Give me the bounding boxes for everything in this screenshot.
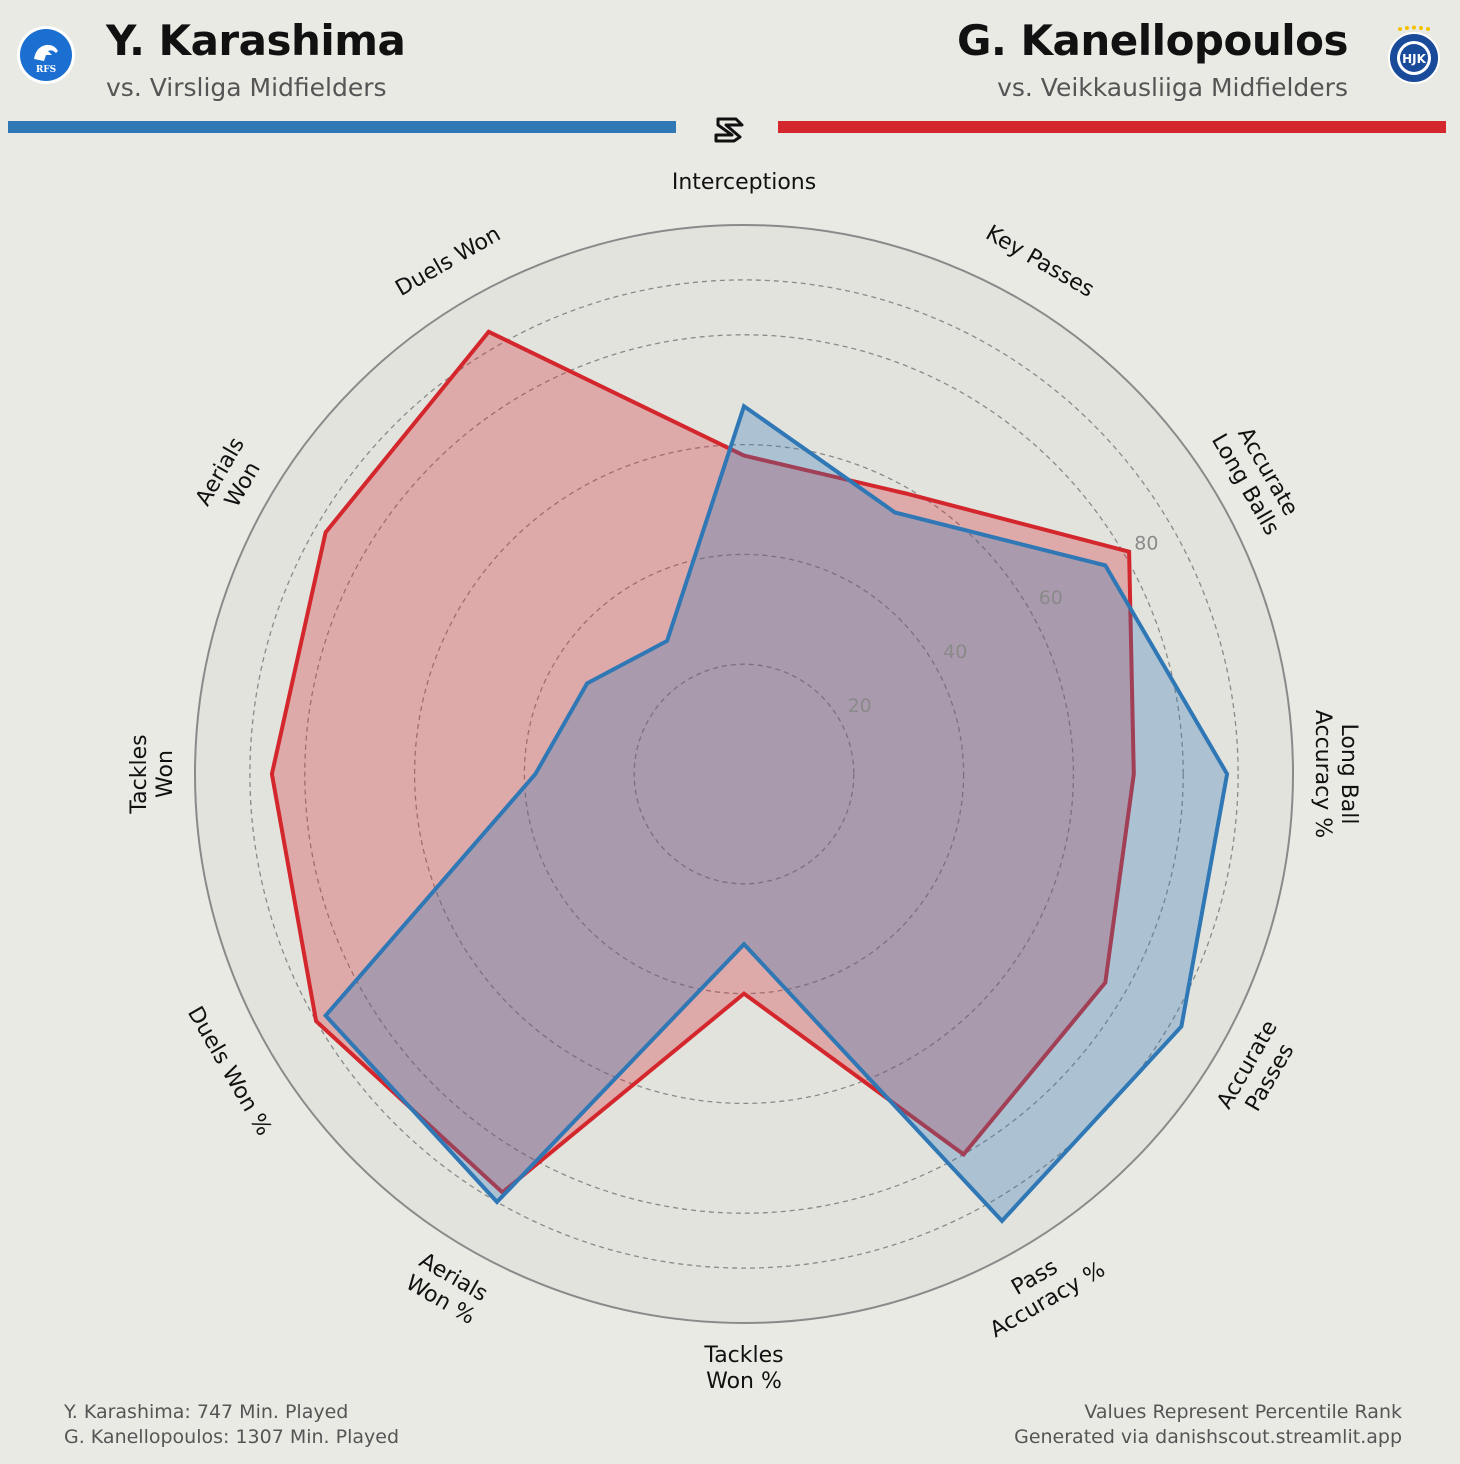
radar-tick-label: 80	[1134, 533, 1158, 555]
ds-logo-icon	[714, 117, 744, 143]
radar-metric-label-line: Tackles	[703, 1343, 783, 1368]
radar-tick-label: 40	[943, 641, 967, 663]
footer-right-line1: Values Represent Percentile Rank	[1084, 1401, 1402, 1423]
player-left-color-bar	[8, 121, 676, 133]
radar-metric-label-line: Tackles	[127, 734, 152, 814]
footer-left-line2: G. Kanellopoulos: 1307 Min. Played	[64, 1426, 400, 1448]
radar-metric-label-line: Interceptions	[672, 170, 816, 195]
footer-minutes: Y. Karashima: 747 Min. Played G. Kanello…	[64, 1400, 399, 1450]
footer-right-line2: Generated via danishscout.streamlit.app	[1014, 1426, 1402, 1448]
header-right: G. Kanellopoulos vs. Veikkausliiga Midfi…	[956, 14, 1349, 104]
radar-metric-label: Tackles Won	[127, 734, 178, 814]
player-left-name: Y. Karashima	[106, 16, 406, 65]
player-right-color-bar	[778, 121, 1446, 133]
radar-metric-label-line: Accuracy %	[1310, 710, 1335, 838]
footer-credits: Values Represent Percentile Rank Generat…	[1014, 1400, 1402, 1450]
radar-metric-label-line: Long Ball	[1336, 723, 1361, 824]
player-left-subtitle: vs. Virsliga Midfielders	[106, 73, 387, 102]
radar-grid	[194, 224, 1294, 1324]
player-right-name: G. Kanellopoulos	[956, 16, 1349, 65]
footer-left-line1: Y. Karashima: 747 Min. Played	[64, 1401, 349, 1423]
radar-grid-ring	[413, 443, 1075, 1105]
crest-left-text: RFS	[36, 65, 56, 75]
radar-series-y-karashima	[322, 403, 1230, 1224]
radar-tick-label: 60	[1039, 587, 1063, 609]
radar-outer-ring	[194, 224, 1294, 1324]
radar-series	[269, 329, 1230, 1224]
radar-tick-label: 20	[848, 695, 872, 717]
lion-crest-icon: RFS	[17, 26, 75, 84]
radar-grid-ring	[304, 334, 1184, 1214]
radar-metric-label: Interceptions	[672, 170, 816, 195]
crest-right-text: HJK	[1402, 52, 1427, 66]
radar-metric-label-line: Won	[153, 750, 178, 798]
header-left: Y. Karashima vs. Virsliga Midfielders	[106, 14, 406, 104]
radar-tick-labels: 20 40 60 80	[848, 533, 1159, 717]
radar-grid-ring	[633, 663, 855, 885]
radar-metric-label-line: Won %	[706, 1369, 782, 1394]
ball-crest-icon: HJK	[1388, 25, 1440, 84]
radar-series-g-kanellopoulos	[269, 329, 1136, 1196]
player-right-subtitle: vs. Veikkausliiga Midfielders	[997, 73, 1348, 102]
radar-grid-ring	[249, 279, 1239, 1269]
